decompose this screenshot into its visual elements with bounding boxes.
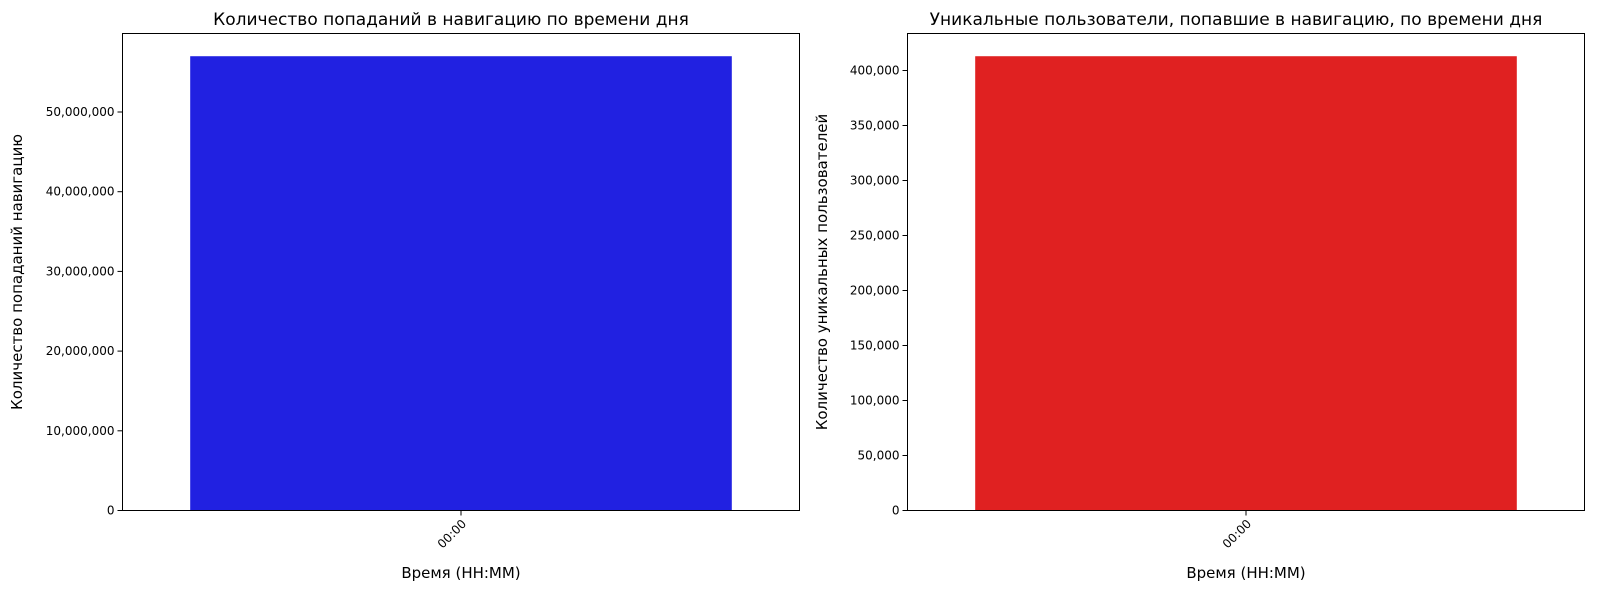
- chart-left-x-axis-label: Время (HH:MM): [401, 564, 520, 582]
- chart-left-bar: [190, 56, 732, 511]
- chart-right-y-tick-label: 50,000: [858, 449, 900, 463]
- chart-left-y-ticks: 0 10,000,000 20,000,000 30,000,000 40,000,00…: [46, 105, 123, 518]
- chart-right-y-tick-label: 400,000: [850, 64, 900, 78]
- chart-right-y-tick-label: 350,000: [850, 119, 900, 133]
- chart-left-y-tick-label: 0: [107, 504, 115, 518]
- chart-right-y-tick-label: 150,000: [850, 339, 900, 353]
- chart-left-x-tick-label: 00:00: [435, 517, 469, 551]
- chart-right: Уникальные пользователи, попавшие в нави…: [813, 10, 1585, 582]
- chart-left: Количество попаданий в навигацию по врем…: [8, 10, 800, 582]
- chart-right-bar: [975, 56, 1517, 511]
- chart-left-title: Количество попаданий в навигацию по врем…: [213, 10, 689, 30]
- chart-right-y-ticks: 0 50,000 100,000 150,000 200,000 250,000 300,0…: [850, 64, 908, 518]
- chart-right-y-tick-label: 200,000: [850, 284, 900, 298]
- chart-right-y-tick-label: 300,000: [850, 174, 900, 188]
- chart-left-x-ticks: 00:00: [435, 510, 469, 551]
- chart-left-y-axis-label: Количество попаданий навигацию: [8, 134, 26, 410]
- chart-left-y-tick-label: 40,000,000: [46, 185, 115, 199]
- chart-right-y-axis-label: Количество уникальных пользователей: [813, 114, 831, 431]
- chart-left-y-tick-label: 10,000,000: [46, 424, 115, 438]
- chart-right-y-tick-label: 250,000: [850, 229, 900, 243]
- chart-right-x-ticks: 00:00: [1220, 510, 1254, 551]
- chart-left-bars: [190, 56, 732, 511]
- chart-right-x-axis-label: Время (HH:MM): [1186, 564, 1305, 582]
- chart-right-y-tick-label: 100,000: [850, 394, 900, 408]
- chart-left-y-tick-label: 30,000,000: [46, 264, 115, 278]
- chart-right-title: Уникальные пользователи, попавшие в нави…: [930, 10, 1543, 30]
- chart-right-y-tick-label: 0: [892, 504, 900, 518]
- chart-right-bars: [975, 56, 1517, 511]
- chart-left-y-tick-label: 20,000,000: [46, 344, 115, 358]
- chart-right-x-tick-label: 00:00: [1220, 517, 1254, 551]
- chart-left-y-tick-label: 50,000,000: [46, 105, 115, 119]
